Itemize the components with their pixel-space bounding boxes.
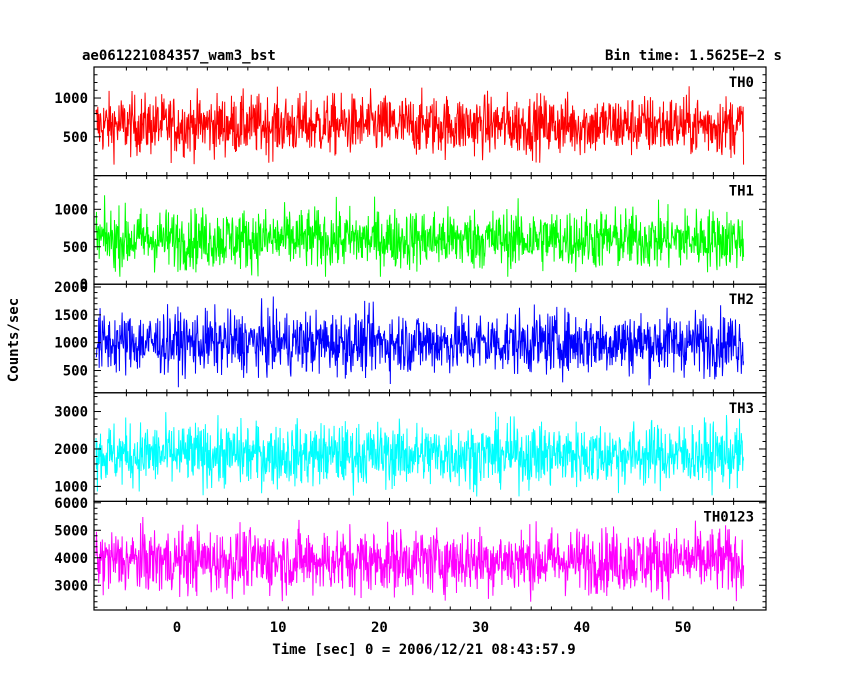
- y-tick-label: 5000: [54, 523, 88, 539]
- x-tick-label: 20: [371, 620, 388, 636]
- panel-label-th1: TH1: [729, 184, 754, 200]
- y-tick-label: 500: [63, 130, 88, 146]
- x-axis-label: Time [sec] 0 = 2006/12/21 08:43:57.9: [272, 642, 575, 658]
- y-tick-label: 1500: [54, 308, 88, 324]
- y-tick-label: 0: [80, 277, 88, 293]
- y-tick-label: 500: [63, 240, 88, 256]
- chart-title-right: Bin time: 1.5625E−2 s: [605, 48, 782, 64]
- panel-label-th2: TH2: [729, 292, 754, 308]
- series-line-th0123: [95, 517, 745, 602]
- y-tick-label: 2000: [54, 280, 88, 296]
- panel-th0: 500 1000 TH0: [54, 66, 767, 177]
- panel-label-th0: TH0: [729, 75, 754, 91]
- y-tick-label: 4000: [54, 551, 88, 567]
- panel-label-th3: TH3: [729, 401, 754, 417]
- y-axis-label: Counts/sec: [6, 298, 22, 382]
- panel-th3: 1000 2000 3000 TH3: [54, 392, 767, 502]
- panel-label-th0123: TH0123: [703, 509, 754, 525]
- panel-th0123: 3000 4000 5000 6000 TH0123: [54, 496, 767, 611]
- x-tick-label: 10: [270, 620, 287, 636]
- y-tick-label: 1000: [54, 91, 88, 107]
- y-tick-label: 2000: [54, 442, 88, 458]
- x-axis: 0 10 20 30 40 50: [173, 620, 692, 636]
- series-line-th0: [95, 86, 745, 165]
- series-line-th3: [95, 411, 745, 497]
- y-tick-label: 1000: [54, 479, 88, 495]
- x-tick-label: 40: [573, 620, 590, 636]
- x-tick-label: 30: [472, 620, 489, 636]
- chart-title-left: ae061221084357_wam3_bst: [82, 48, 276, 64]
- y-tick-label: 1000: [54, 202, 88, 218]
- y-tick-label: 3000: [54, 578, 88, 594]
- series-line-th1: [95, 195, 745, 277]
- x-tick-label: 50: [675, 620, 692, 636]
- y-tick-label: 3000: [54, 405, 88, 421]
- x-tick-label: 0: [173, 620, 181, 636]
- y-tick-label: 500: [63, 364, 88, 380]
- panels-group: 500 1000 TH0 0 500 1000 TH1 500 1000 1500 2000 TH2 1…: [54, 66, 767, 611]
- y-tick-label: 6000: [54, 496, 88, 512]
- panel-th1: 0 500 1000 TH1: [54, 175, 767, 293]
- series-line-th2: [95, 296, 745, 388]
- panel-th2: 500 1000 1500 2000 TH2: [54, 280, 767, 394]
- y-tick-label: 1000: [54, 336, 88, 352]
